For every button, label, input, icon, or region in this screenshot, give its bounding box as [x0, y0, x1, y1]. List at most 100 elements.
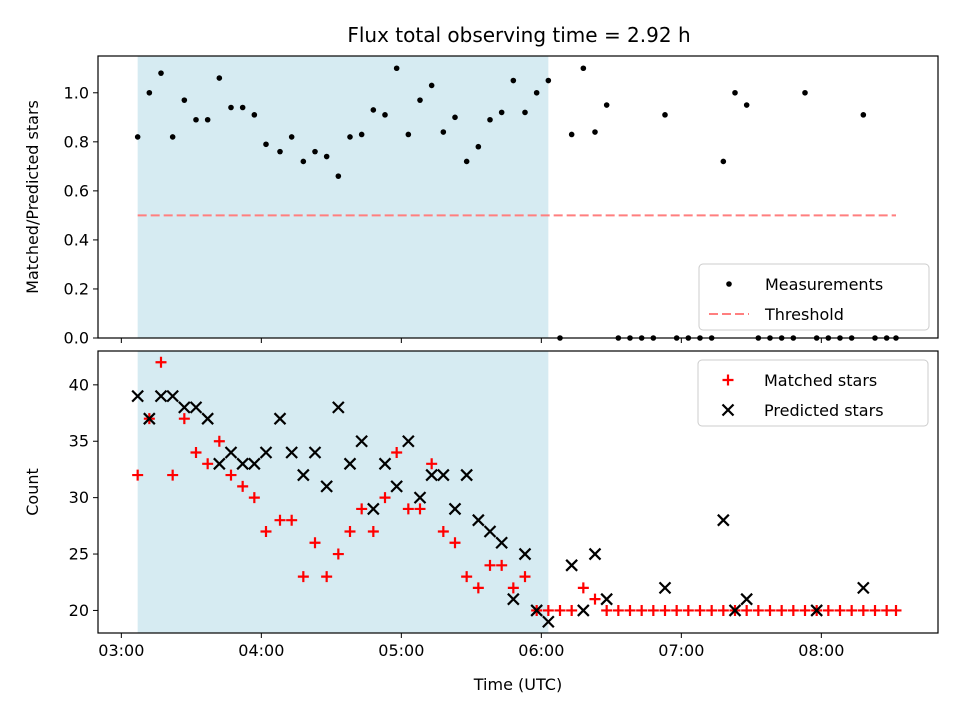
measurement-point — [335, 173, 342, 179]
matched-star-point — [213, 435, 225, 447]
predicted-star-point — [437, 468, 450, 482]
predicted-star-point — [343, 457, 357, 471]
matched-star-point — [379, 492, 391, 504]
predicted-star-point — [143, 412, 156, 425]
matched-star-point — [694, 604, 706, 616]
measurement-point — [603, 102, 610, 108]
measurement-point — [228, 104, 234, 111]
y-axis-label: Count — [23, 468, 42, 516]
predicted-star-point — [460, 468, 473, 482]
matched-star-point — [589, 593, 601, 605]
predicted-star-point — [402, 434, 415, 448]
predicted-star-point — [332, 401, 345, 414]
measurement-point — [463, 158, 470, 165]
legend-marker-measurements — [726, 281, 732, 287]
top-panel: 0.0 0.2 0.4 0.6 0.8 1.0 Matched/Predicted star… — [23, 55, 939, 348]
measurement-point — [300, 158, 307, 165]
measurement-point — [498, 109, 505, 116]
predicted-star-point — [236, 457, 249, 471]
matched-star-point — [402, 503, 414, 515]
measurement-point — [239, 104, 246, 111]
matched-star-point — [671, 604, 683, 616]
x-tick-label: 07:00 — [658, 641, 704, 660]
predicted-star-point — [472, 513, 485, 527]
predicted-star-point — [518, 547, 532, 561]
measurement-point — [169, 134, 176, 140]
legend-box — [698, 263, 930, 331]
predicted-star-point — [740, 592, 753, 606]
measurement-point — [417, 97, 423, 103]
predicted-star-point — [565, 559, 578, 572]
matched-star-point — [367, 525, 379, 537]
x-axis-label: Time (UTC) — [473, 675, 562, 694]
measurement-point — [662, 112, 668, 118]
predicted-star-point — [285, 446, 298, 459]
matched-star-point — [519, 571, 531, 583]
predicted-star-point — [320, 480, 333, 493]
predicted-star-point — [577, 604, 590, 617]
measurement-point — [181, 97, 188, 103]
matched-star-point — [706, 604, 718, 616]
observing-span-shade — [137, 56, 549, 338]
matched-star-point — [834, 604, 846, 616]
matched-star-point — [822, 604, 834, 616]
matched-star-point — [507, 582, 519, 594]
predicted-star-point — [507, 592, 520, 606]
matched-star-point — [356, 503, 368, 515]
measurement-point — [522, 109, 528, 116]
matched-star-point — [624, 604, 636, 616]
measurement-point — [216, 75, 223, 81]
x-tick-label: 08:00 — [798, 641, 844, 660]
matched-star-point — [846, 604, 858, 616]
axes-frame — [97, 350, 939, 634]
matched-star-point — [554, 604, 566, 616]
measurement-point — [204, 116, 211, 123]
predicted-star-point — [154, 389, 168, 403]
measurement-point — [440, 129, 447, 135]
measurement-point — [146, 89, 153, 96]
matched-star-point — [190, 447, 202, 459]
matched-star-point — [426, 458, 438, 470]
matched-star-point — [286, 514, 298, 526]
predicted-star-point — [297, 468, 310, 482]
measurement-point — [288, 134, 295, 140]
matched-star-point — [881, 604, 893, 616]
matched-star-point — [787, 604, 799, 616]
matched-star-point — [414, 503, 426, 515]
matched-star-point — [225, 469, 237, 481]
matched-star-point — [178, 413, 190, 425]
matched-star-point — [601, 604, 613, 616]
predicted-star-point — [308, 446, 322, 459]
matched-star-point — [344, 525, 356, 537]
measurement-point — [743, 102, 750, 108]
predicted-star-point — [717, 513, 730, 527]
matched-star-point — [437, 525, 449, 537]
matched-star-point — [612, 604, 624, 616]
predicted-star-point — [495, 536, 508, 550]
measurement-point — [510, 77, 517, 84]
x-tick-label: 03:00 — [98, 641, 144, 660]
legend: Measurements Threshold — [698, 263, 930, 331]
predicted-star-point — [273, 412, 287, 425]
matched-star-point — [332, 548, 344, 560]
matched-star-point — [682, 604, 694, 616]
matched-star-point — [297, 571, 309, 583]
legend-marker-matched — [722, 374, 734, 386]
matched-star-point — [248, 492, 260, 504]
predicted-star-point — [448, 502, 462, 516]
predicted-star-point — [201, 412, 214, 425]
predicted-star-point — [189, 401, 203, 414]
predicted-star-point — [857, 581, 870, 595]
legend-marker-predicted — [721, 403, 735, 417]
measurement-point — [158, 70, 164, 76]
measurement-point — [533, 89, 540, 96]
measurement-point — [193, 116, 199, 123]
predicted-star-point — [542, 615, 555, 628]
predicted-star-point — [658, 581, 672, 595]
measurement-point — [592, 129, 598, 135]
y-tick-label: 0.4 — [64, 230, 89, 249]
measurement-point — [487, 116, 493, 123]
measurement-point — [860, 112, 867, 118]
y-tick-label: 0.8 — [64, 132, 89, 151]
predicted-star-point — [390, 480, 403, 493]
